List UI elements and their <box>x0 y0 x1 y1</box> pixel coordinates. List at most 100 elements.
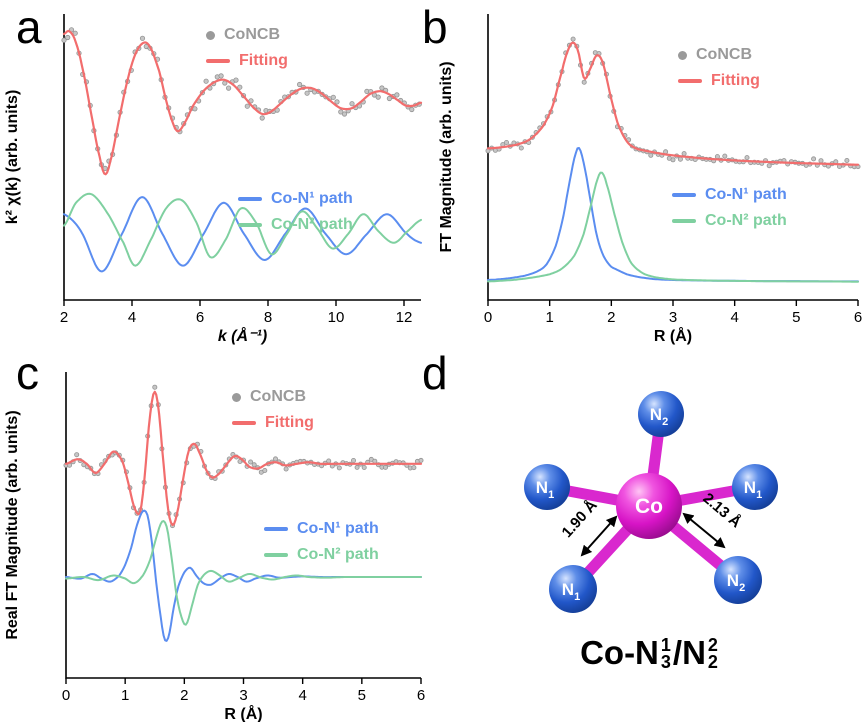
line-marker-icon <box>206 59 230 63</box>
n-sphere <box>714 556 762 604</box>
scatter-dot <box>418 457 424 463</box>
scatter-dot <box>349 101 355 107</box>
caption-mid: /N <box>672 634 706 671</box>
legend-label: CoNCB <box>696 46 752 63</box>
scatter-dot <box>248 459 254 465</box>
distance-arrow-213 <box>682 512 726 549</box>
legend-a-data-fit: CoNCB Fitting <box>206 26 288 70</box>
atom-label: N1 <box>536 478 554 501</box>
atom-label: N1 <box>562 580 580 603</box>
scatter-dot <box>518 145 524 151</box>
scatter-dot <box>237 84 243 90</box>
panel-c: 0 1 2 3 4 5 6 R (Å) Real FT Magnitude (arb. unit… <box>0 352 433 722</box>
legend-item-con1-path: Co-N¹ path <box>264 520 379 538</box>
legend-label: CoNCB <box>250 388 306 405</box>
legend-label: Fitting <box>711 72 760 89</box>
caption-sup: 1 <box>660 634 671 655</box>
scatter-dot <box>677 156 683 162</box>
atom-n2-top: N2 <box>638 391 684 437</box>
series-line <box>486 41 860 166</box>
panel-d: Co N2 N1 N1 N1 N2 <box>433 352 867 722</box>
atom-label: N2 <box>650 405 668 428</box>
structure-caption: Co-N 1 3/N 2 2 <box>433 634 867 672</box>
series-line <box>63 192 422 267</box>
scatter-dot <box>670 157 676 163</box>
scatter-dot <box>251 462 257 468</box>
x-tick-label: 8 <box>264 309 272 326</box>
legend-b-paths: Co-N¹ path Co-N² path <box>672 186 787 230</box>
x-tick-label: 12 <box>396 309 413 326</box>
x-tick-label: 3 <box>669 309 677 326</box>
x-tick-label: 2 <box>60 309 68 326</box>
legend-label: CoNCB <box>224 26 280 43</box>
scatter-dot <box>326 458 332 464</box>
x-tick-label: 4 <box>730 309 738 326</box>
atom-n2-bottom-right: N2 <box>714 556 762 604</box>
series-line <box>65 520 422 626</box>
scatter-dot <box>382 464 388 470</box>
line-marker-icon <box>672 193 696 197</box>
x-axis-label: k (Å⁻¹) <box>218 326 267 345</box>
scatter-dot <box>570 36 576 42</box>
panel-letter-d: d <box>422 347 448 399</box>
scatter-dot <box>152 384 158 390</box>
x-tick-label: 6 <box>417 687 425 704</box>
structure-diagram: Co N2 N1 N1 N1 N2 <box>524 391 778 613</box>
chart-b: 0 1 2 3 4 5 6 R (Å) FT Magnitude (arb. units) <box>434 0 867 352</box>
y-axis-label: Real FT Magnitude (arb. units) <box>4 410 21 639</box>
legend-label: Fitting <box>239 52 288 69</box>
atom-n1-right: N1 <box>732 464 778 510</box>
scatter-dot <box>372 458 378 464</box>
scatter-dot <box>65 34 71 41</box>
scatter-dot <box>394 92 400 98</box>
scatter-dot <box>722 153 728 159</box>
x-tick-label: 2 <box>607 309 615 326</box>
legend-label: Co-N¹ path <box>705 186 787 203</box>
atom-label: N2 <box>727 571 745 594</box>
legend-label: Co-N² path <box>297 546 379 563</box>
chart-a: 2 4 6 8 10 12 k (Å⁻¹) k² χ(k) (arb. units) <box>0 0 433 352</box>
scatter-dot <box>72 30 78 36</box>
x-tick-label: 4 <box>128 309 136 326</box>
scatter-dot <box>744 155 750 161</box>
scatter-dot <box>375 94 381 100</box>
legend-item-fitting: Fitting <box>678 72 760 90</box>
scatter-dot <box>203 78 209 84</box>
scatter-dot <box>283 466 289 472</box>
panel-letter-c: c <box>16 347 39 399</box>
legend-item-con1-path: Co-N¹ path <box>238 190 353 208</box>
x-tick-label: 6 <box>196 309 204 326</box>
distance-arrow-190 <box>580 515 618 557</box>
x-tick-label: 10 <box>328 309 345 326</box>
x-tick-label: 3 <box>239 687 247 704</box>
series-line <box>63 196 422 273</box>
x-tick-label: 6 <box>854 309 862 326</box>
x-tick-label: 4 <box>298 687 306 704</box>
scatter-dot <box>296 81 303 88</box>
scatter-dot <box>61 37 67 43</box>
scatter-dot <box>811 156 817 162</box>
scatter-dot <box>226 85 232 91</box>
legend-item-fitting: Fitting <box>232 414 314 432</box>
atom-co: Co <box>616 473 682 539</box>
scatter-dot <box>766 163 772 169</box>
scatter-dot <box>233 77 239 83</box>
scatter-dot <box>218 73 224 79</box>
scatter-dot <box>336 465 342 471</box>
scatter-dot <box>262 468 268 474</box>
caption-sup: 2 <box>707 634 718 655</box>
plot-b: 0 1 2 3 4 5 6 R (Å) FT Magnitude (arb. units) <box>438 14 862 345</box>
caption-sub: 2 <box>707 652 718 672</box>
atom-n1-left: N1 <box>524 464 570 510</box>
line-marker-icon <box>238 197 262 201</box>
legend-c-data-fit: CoNCB Fitting <box>232 388 314 432</box>
legend-item-concb: CoNCB <box>678 46 760 64</box>
line-marker-icon <box>238 223 262 227</box>
scatter-dot <box>411 465 417 471</box>
x-tick-label: 5 <box>358 687 366 704</box>
panel-b: 0 1 2 3 4 5 6 R (Å) FT Magnitude (arb. units) Co… <box>434 0 867 352</box>
scatter-dot <box>504 139 510 145</box>
scatter-dot <box>304 90 310 96</box>
atom-label: N1 <box>744 478 762 501</box>
